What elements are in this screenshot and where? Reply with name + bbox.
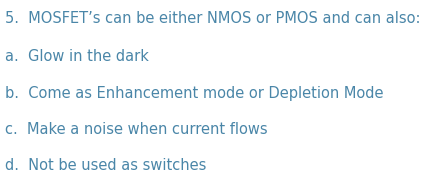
Text: c.  Make a noise when current flows: c. Make a noise when current flows [5,122,268,137]
Text: 5.  MOSFET’s can be either NMOS or PMOS and can also:: 5. MOSFET’s can be either NMOS or PMOS a… [5,11,420,26]
Text: b.  Come as Enhancement mode or Depletion Mode: b. Come as Enhancement mode or Depletion… [5,86,384,101]
Text: d.  Not be used as switches: d. Not be used as switches [5,158,206,173]
Text: a.  Glow in the dark: a. Glow in the dark [5,49,149,64]
